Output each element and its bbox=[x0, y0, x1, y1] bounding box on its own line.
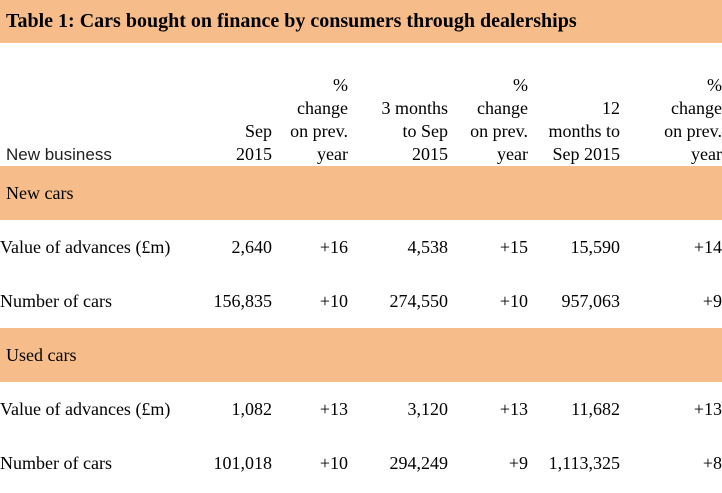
header-row: New business Sep 2015 % change on prev. year… bbox=[0, 43, 722, 166]
finance-table: New business Sep 2015 % change on prev. year… bbox=[0, 43, 722, 490]
table-row: Value of advances (£m) 2,640 +16 4,538 +… bbox=[0, 220, 722, 274]
section-header-used-cars: Used cars bbox=[0, 328, 722, 382]
column-header-12-months: 12 months to Sep 2015 bbox=[548, 98, 620, 164]
column-header-pct-change-1: % change on prev. year bbox=[290, 75, 348, 164]
cell-value: 101,018 bbox=[213, 452, 273, 473]
cell-value: +13 bbox=[319, 398, 348, 419]
cell-value: 15,590 bbox=[570, 236, 621, 257]
cell-value: 3,120 bbox=[407, 398, 449, 419]
section-label: New cars bbox=[0, 166, 722, 220]
cell-value: 294,249 bbox=[389, 452, 449, 473]
section-label: Used cars bbox=[0, 328, 722, 382]
cell-value: 1,113,325 bbox=[548, 452, 620, 473]
cell-value: +16 bbox=[319, 236, 348, 257]
section-header-new-cars: New cars bbox=[0, 166, 722, 220]
table-row: Number of cars 101,018 +10 294,249 +9 1,… bbox=[0, 436, 722, 490]
cell-value: 2,640 bbox=[231, 236, 273, 257]
cell-value: +14 bbox=[693, 236, 722, 257]
cell-value: +13 bbox=[693, 398, 722, 419]
cell-value: 274,550 bbox=[389, 290, 449, 311]
cell-value: 957,063 bbox=[561, 290, 621, 311]
cell-value: 4,538 bbox=[407, 236, 449, 257]
cell-value: 1,082 bbox=[231, 398, 273, 419]
row-label: Value of advances (£m) bbox=[0, 398, 171, 419]
cell-value: +10 bbox=[499, 290, 528, 311]
table-title-bar: Table 1: Cars bought on finance by consu… bbox=[0, 0, 722, 43]
table-title: Table 1: Cars bought on finance by consu… bbox=[6, 10, 577, 32]
cell-value: 156,835 bbox=[213, 290, 273, 311]
cell-value: +9 bbox=[508, 452, 528, 473]
cell-value: 11,682 bbox=[571, 398, 620, 419]
row-label: Number of cars bbox=[0, 290, 112, 311]
column-header-3-months: 3 months to Sep 2015 bbox=[381, 98, 448, 164]
row-label: Number of cars bbox=[0, 452, 112, 473]
cell-value: +15 bbox=[499, 236, 528, 257]
column-header-pct-change-3: % change on prev. year bbox=[664, 75, 722, 164]
cell-value: +13 bbox=[499, 398, 528, 419]
cell-value: +10 bbox=[319, 290, 348, 311]
row-label: Value of advances (£m) bbox=[0, 236, 171, 257]
cell-value: +10 bbox=[319, 452, 348, 473]
cell-value: +8 bbox=[702, 452, 722, 473]
column-header-pct-change-2: % change on prev. year bbox=[470, 75, 528, 164]
cell-value: +9 bbox=[702, 290, 722, 311]
column-header-sep-2015: Sep 2015 bbox=[236, 121, 272, 164]
table-row: Number of cars 156,835 +10 274,550 +10 9… bbox=[0, 274, 722, 328]
column-header-new-business: New business bbox=[6, 145, 112, 164]
table-row: Value of advances (£m) 1,082 +13 3,120 +… bbox=[0, 382, 722, 436]
